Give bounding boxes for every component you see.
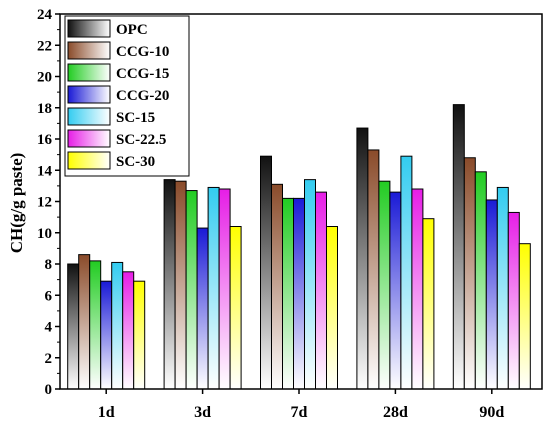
bar-opc-90d [452,104,465,390]
legend: OPC CCG-10 CCG-15 CCG-20 SC-15 SC-22.5 SC-30 [64,15,190,177]
legend-label: CCG-20 [116,88,169,104]
bar-sc-15-90d [496,186,509,390]
legend-swatch [67,85,111,104]
bar-sc-22-5-3d [218,188,231,390]
bar-ccg-15-7d [282,197,294,390]
bar-ccg-20-28d [389,191,402,390]
legend-label: OPC [116,22,148,38]
legend-swatch [67,19,111,38]
bar-ccg-15-90d [474,171,487,390]
x-tick-label: 28d [383,404,408,421]
bar-ccg-10-1d [78,254,91,390]
x-tick-label: 1d [98,404,115,421]
bar-sc-15-3d [207,186,220,390]
legend-label: SC-22.5 [116,132,166,148]
y-tick-label: 14 [37,163,53,179]
y-tick-label: 8 [45,257,53,273]
y-tick-label: 24 [37,7,53,23]
bar-opc-1d [67,263,80,390]
bar-ccg-10-7d [271,183,283,390]
y-tick-label: 22 [37,38,52,54]
legend-swatch [67,129,111,148]
bars-group [67,104,531,390]
y-tick-label: 20 [37,70,52,86]
bar-ccg-20-3d [196,227,209,390]
bar-sc-22-5-7d [315,191,327,390]
x-tick-label: 3d [194,404,211,421]
bar-sc-15-28d [400,155,413,390]
y-tick-label: 12 [37,195,52,211]
x-tick-label: 90d [479,404,504,421]
bar-sc-30-90d [518,243,531,390]
y-tick-label: 18 [37,101,52,117]
bar-opc-28d [356,127,369,390]
bar-sc-15-7d [304,179,316,390]
y-tick-label: 2 [45,351,53,367]
bar-sc-30-28d [422,218,435,390]
bar-ccg-10-3d [174,180,187,390]
bar-ccg-15-1d [89,260,102,390]
bar-ccg-20-7d [293,197,305,390]
legend-label: SC-30 [116,154,155,170]
bar-sc-30-3d [229,226,242,390]
y-tick-label: 16 [37,132,53,148]
y-tick-label: 4 [45,320,53,336]
y-tick-label: 10 [37,226,52,242]
legend-swatch [67,41,111,60]
bar-ccg-15-28d [378,180,391,390]
y-axis-title: CH(g/g paste) [7,153,26,254]
x-tick-label: 7d [291,404,308,421]
bar-ccg-20-1d [100,280,113,390]
y-tick-label: 6 [45,288,53,304]
bar-opc-7d [260,155,272,390]
bar-sc-22-5-28d [411,188,424,390]
bar-sc-15-1d [111,261,124,390]
bar-sc-22-5-1d [122,271,135,390]
legend-label: CCG-10 [116,44,169,60]
bar-sc-22-5-90d [507,211,520,390]
bar-sc-30-7d [326,226,338,390]
legend-swatch [67,151,111,170]
bar-ccg-20-90d [485,199,498,390]
y-tick-label: 0 [45,382,53,398]
legend-swatch [67,63,111,82]
bar-ccg-15-3d [185,190,198,390]
bar-ccg-10-28d [367,149,380,390]
legend-label: SC-15 [116,110,155,126]
legend-swatch [67,107,111,126]
bar-opc-3d [163,179,176,390]
legend-label: CCG-15 [116,66,169,82]
bar-ccg-10-90d [463,157,476,390]
bar-sc-30-1d [133,280,146,390]
